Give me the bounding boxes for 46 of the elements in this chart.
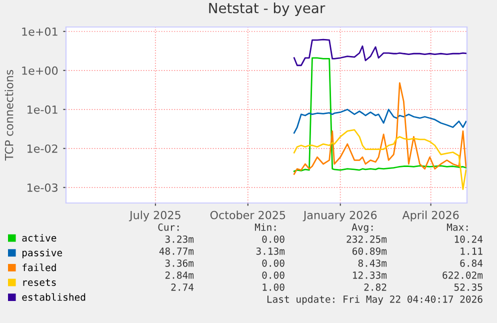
- text: 2.74: [171, 283, 194, 291]
- text: 232.25m: [346, 235, 387, 243]
- text: 0.00: [262, 271, 284, 279]
- text: 10.24: [454, 235, 483, 243]
- legend-label: passive: [22, 248, 62, 258]
- text: 0.00: [262, 235, 284, 243]
- text: 622.02m: [442, 271, 483, 279]
- text: 3.13m: [256, 247, 285, 255]
- text: 3.36m: [165, 259, 194, 267]
- line-series: [293, 38, 467, 66]
- text: Last update: Fri May 22 04:40:17 2026: [267, 295, 482, 305]
- y-tick-label: 1e+00: [22, 66, 58, 75]
- text: 6.84: [460, 259, 483, 267]
- text: Cur:: [158, 223, 179, 231]
- x-tick-label: July 2025: [128, 210, 180, 222]
- chart-title: Netstat - by year: [209, 2, 326, 16]
- x-tick-label: January 2026: [302, 210, 377, 222]
- text: Max:: [446, 224, 468, 231]
- text: 52.35: [454, 283, 482, 291]
- text: 2.84m: [165, 271, 194, 279]
- y-tick-label: 1e-02: [28, 144, 58, 153]
- y-tick-label: 1e-03: [28, 183, 58, 192]
- line-series: [293, 57, 467, 172]
- text: 12.33m: [353, 271, 387, 279]
- text: 8.43m: [358, 259, 387, 267]
- text: 48.77m: [159, 247, 194, 255]
- y-axis-title: TCP connections: [4, 70, 14, 161]
- text: 1.11: [460, 248, 482, 255]
- text: 2.82: [364, 283, 386, 291]
- x-tick-label: October 2025: [210, 210, 286, 220]
- text: 1.00: [262, 283, 284, 291]
- legend-label: resets: [23, 279, 56, 286]
- legend-label: established: [22, 293, 86, 301]
- x-tick-label: April 2026: [402, 210, 459, 222]
- legend-label: active: [22, 234, 56, 242]
- y-tick-label: 1e+01: [22, 27, 58, 36]
- text: 60.89m: [352, 247, 387, 255]
- text: Avg:: [352, 224, 373, 233]
- line-series: [293, 82, 467, 175]
- text: 0.00: [262, 259, 284, 267]
- legend-label: failed: [22, 264, 56, 272]
- text: 3.23m: [165, 235, 194, 243]
- text: Min:: [254, 223, 276, 231]
- line-series: [293, 129, 467, 190]
- y-tick-label: 1e-01: [28, 105, 58, 114]
- line-series: [293, 108, 467, 134]
